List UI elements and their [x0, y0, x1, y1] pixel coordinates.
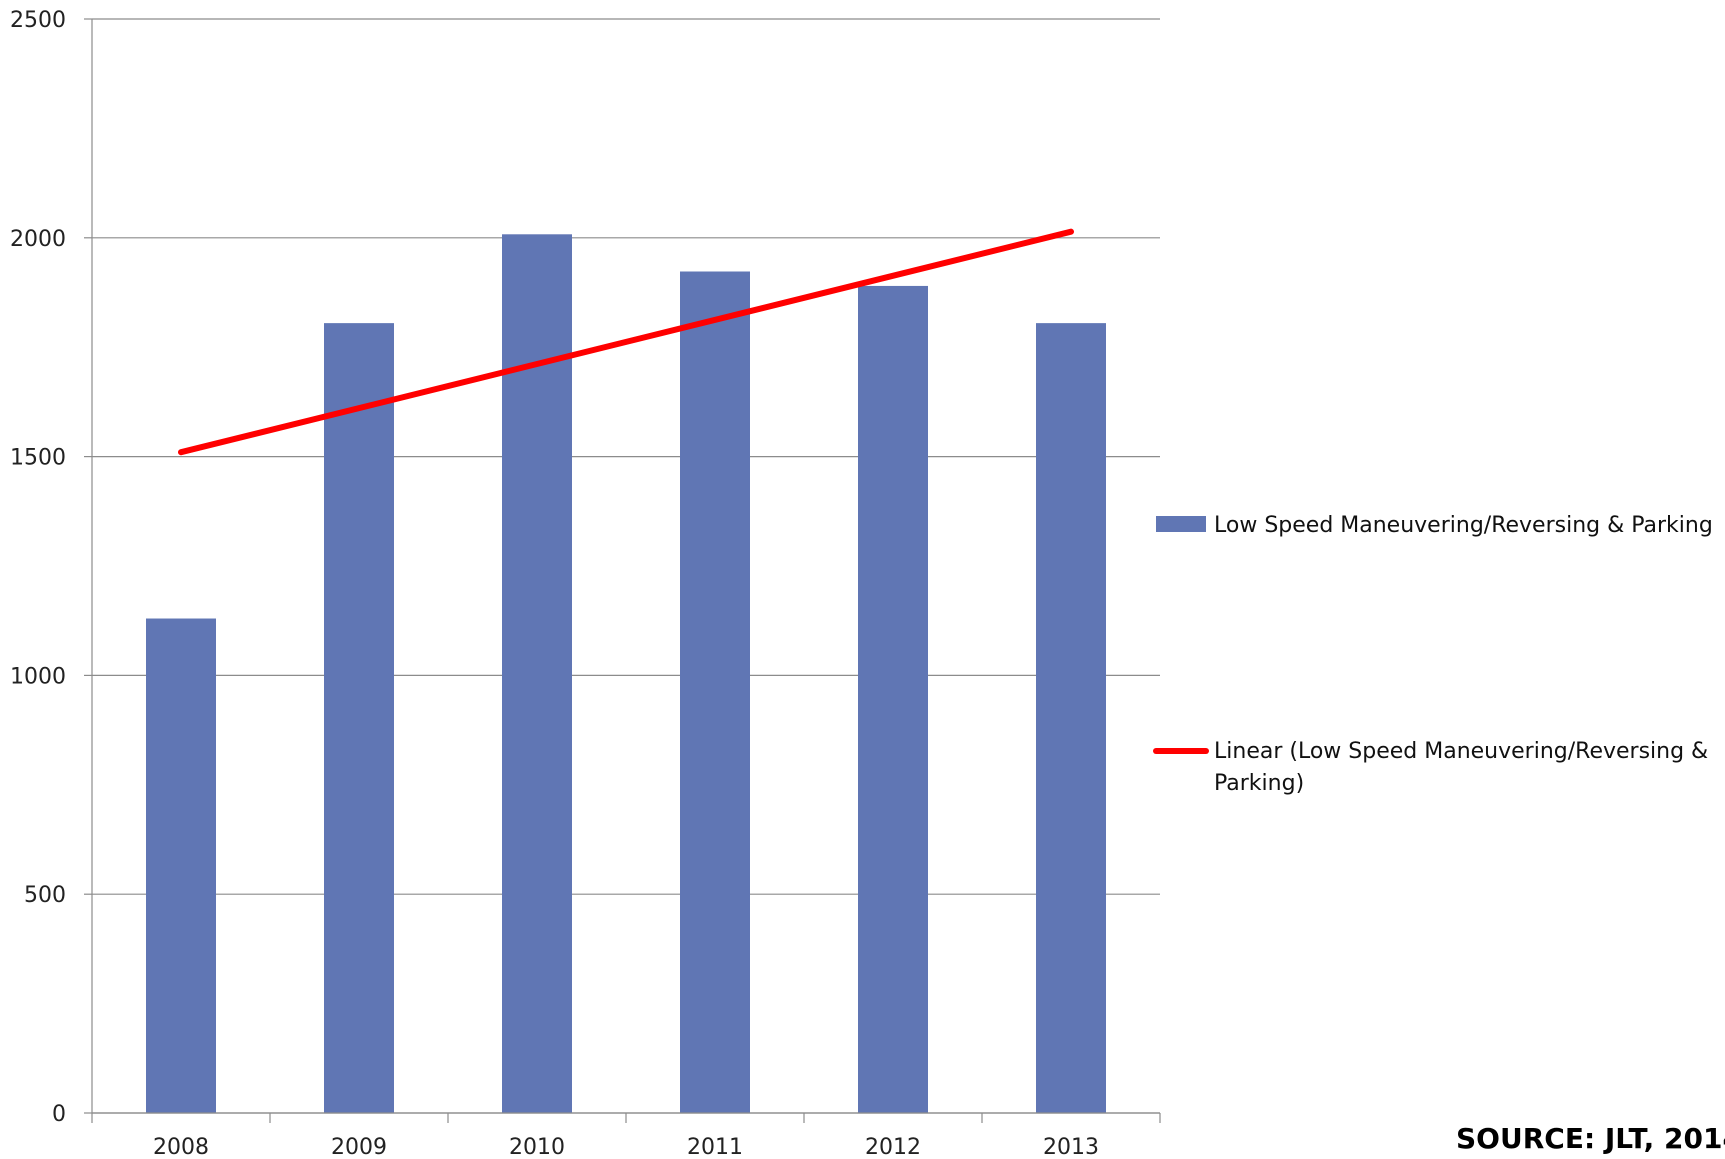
x-tick-label-2011: 2011	[687, 1135, 743, 1159]
x-axis-tick-labels: 2008 2009 2010 2011 2012 2013	[153, 1135, 1099, 1159]
source-note: SOURCE: JLT, 2014	[1456, 1122, 1725, 1155]
y-tick-label-0: 0	[52, 1102, 66, 1127]
x-tick-label-2013: 2013	[1043, 1135, 1099, 1159]
bar-2011	[680, 271, 750, 1113]
y-tick-label-3: 1500	[10, 446, 66, 471]
bars	[146, 234, 1106, 1114]
gridlines	[84, 18, 1160, 1114]
legend: Low Speed Maneuvering/Reversing & Parkin…	[1153, 513, 1715, 796]
legend-label-trendline-line2: Parking)	[1214, 771, 1304, 796]
legend-swatch-bars	[1156, 516, 1206, 532]
legend-label-trendline-line1: Linear (Low Speed Maneuvering/Reversing …	[1214, 739, 1708, 764]
bar-2008	[146, 618, 216, 1113]
bar-2012	[858, 285, 928, 1113]
legend-label-bars: Low Speed Maneuvering/Reversing & Parkin…	[1214, 513, 1713, 538]
y-tick-label-5: 2500	[10, 8, 66, 33]
y-axis-tick-labels: 0 500 1000 1500 2000 2500	[10, 8, 66, 1127]
bar-2013	[1036, 323, 1106, 1114]
x-tick-label-2012: 2012	[865, 1135, 921, 1159]
y-tick-label-1: 500	[24, 883, 66, 908]
x-tick-label-2010: 2010	[509, 1135, 565, 1159]
x-tick-label-2008: 2008	[153, 1135, 209, 1159]
bar-2010	[502, 234, 572, 1113]
legend-label-trendline: Linear (Low Speed Maneuvering/Reversing …	[1214, 739, 1715, 796]
bar-2009	[324, 323, 394, 1114]
trendline-group	[178, 228, 1074, 456]
x-tick-label-2009: 2009	[331, 1135, 387, 1159]
axes	[91, 19, 1161, 1123]
y-tick-label-2: 1000	[10, 664, 66, 689]
y-tick-label-4: 2000	[10, 227, 66, 252]
trendline	[178, 228, 1074, 456]
